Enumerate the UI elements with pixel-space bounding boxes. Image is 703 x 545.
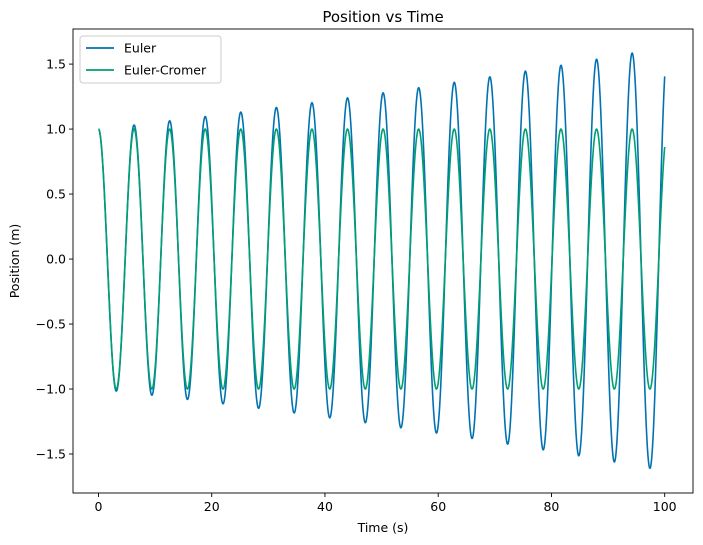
plot-series xyxy=(98,52,666,470)
series-line-0 xyxy=(98,52,666,470)
y-tick-label: −0.5 xyxy=(36,317,66,332)
y-axis: −1.5 −1.0 −0.5 0.0 0.5 1.0 1.5 xyxy=(36,57,73,462)
x-tick-label: 40 xyxy=(317,499,333,514)
y-tick-label: 0.0 xyxy=(46,252,66,267)
plot-frame xyxy=(72,28,694,494)
x-axis: 0 20 40 60 80 100 xyxy=(95,493,677,514)
x-tick-label: 0 xyxy=(95,499,103,514)
legend-label: Euler-Cromer xyxy=(124,63,207,78)
x-axis-label: Time (s) xyxy=(357,520,409,535)
y-tick-label: −1.5 xyxy=(36,447,66,462)
x-tick-label: 80 xyxy=(543,499,559,514)
chart-title: Position vs Time xyxy=(322,8,443,26)
legend-box xyxy=(79,35,222,84)
y-tick-label: 0.5 xyxy=(46,187,66,202)
legend-label: Euler xyxy=(124,41,157,56)
x-tick-label: 60 xyxy=(430,499,446,514)
series-line-1 xyxy=(98,128,666,390)
y-axis-label: Position (m) xyxy=(7,224,22,299)
x-tick-label: 100 xyxy=(653,499,677,514)
y-tick-label: −1.0 xyxy=(36,382,66,397)
y-tick-label: 1.5 xyxy=(46,57,66,72)
legend: Euler Euler-Cromer xyxy=(79,35,222,84)
x-tick-label: 20 xyxy=(204,499,220,514)
y-tick-label: 1.0 xyxy=(46,122,66,137)
